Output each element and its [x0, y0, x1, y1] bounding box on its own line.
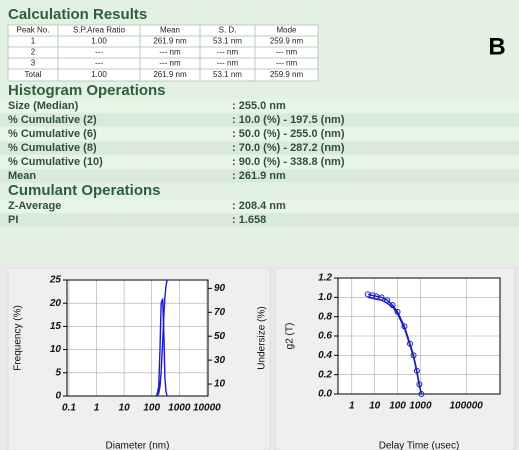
plot-area [67, 280, 208, 396]
y-tick-label: 20 [49, 298, 62, 309]
cell: 53.1 nm [213, 37, 242, 46]
x-tick-label: 100 [389, 401, 406, 412]
cell: 261.9 nm [153, 37, 187, 46]
y-tick-label: 10 [50, 344, 62, 355]
cell: 259.9 nm [270, 70, 304, 79]
x-tick-label: 100 [143, 403, 160, 414]
cell: --- nm [217, 59, 239, 68]
y-tick-label: 5 [55, 367, 61, 378]
cell: 259.9 nm [270, 37, 304, 46]
cell: --- [95, 48, 103, 57]
x-axis-label: Delay Time (usec) [379, 441, 460, 450]
item-label: % Cumulative (2) [8, 114, 97, 126]
item-value: : 255.0 nm [232, 100, 286, 112]
cell: --- nm [217, 48, 239, 57]
cell: Total [25, 70, 42, 79]
row-band [0, 127, 519, 141]
section-title: Cumulant Operations [8, 182, 161, 199]
item-value: : 261.9 nm [232, 170, 286, 182]
y2-tick-label: 10 [214, 379, 226, 390]
panel-letter: B [488, 33, 505, 60]
series-line [155, 298, 168, 396]
item-value: : 10.0 (%) - 197.5 (nm) [232, 114, 345, 126]
item-label: Size (Median) [8, 100, 79, 112]
cell: 1.00 [91, 37, 107, 46]
item-label: % Cumulative (8) [8, 142, 97, 154]
row-band [0, 199, 519, 213]
x-tick-label: 10 [119, 403, 131, 414]
y-axis-label: Frequency (%) [13, 305, 24, 371]
column-header: Peak No. [17, 26, 50, 35]
title: Calculation Results [8, 6, 147, 23]
y-tick-label: 0 [55, 391, 61, 402]
column-header: S.P.Area Ratio [73, 26, 125, 35]
y2-axis-label: Undersize (%) [257, 306, 268, 369]
x-tick-label: 0.1 [62, 403, 76, 414]
cell: 53.1 nm [213, 70, 242, 79]
item-label: Z-Average [8, 200, 61, 212]
row-band [0, 99, 519, 113]
cell: 2 [31, 48, 36, 57]
y-tick-label: 0.2 [318, 369, 332, 380]
item-value: : 50.0 (%) - 255.0 (nm) [232, 128, 345, 140]
row-band [0, 141, 519, 155]
y-tick-label: 1.0 [318, 292, 332, 303]
item-label: % Cumulative (10) [8, 156, 103, 168]
item-value: : 70.0 (%) - 287.2 (nm) [232, 142, 345, 154]
y2-tick-label: 30 [214, 355, 226, 366]
y-tick-label: 1.2 [318, 273, 332, 284]
x-tick-label: 1000 [168, 403, 191, 414]
y2-tick-label: 90 [214, 283, 226, 294]
table [7, 24, 319, 82]
row-band [0, 169, 519, 183]
x-axis-label: Diameter (nm) [106, 441, 170, 450]
cell: --- nm [159, 48, 181, 57]
y-tick-label: 25 [49, 275, 62, 286]
cell: 261.9 nm [153, 70, 187, 79]
y-tick-label: 0.8 [318, 311, 332, 322]
y-tick-label: 0.0 [318, 389, 332, 400]
cell: 3 [31, 59, 36, 68]
x-tick-label: 100000 [450, 401, 484, 412]
row-band [0, 155, 519, 169]
cell: --- nm [159, 59, 181, 68]
series-line [156, 280, 168, 396]
column-header: Mean [160, 26, 180, 35]
x-tick-label: 1000 [409, 401, 432, 412]
y-tick-label: 0.6 [318, 331, 332, 342]
item-value: : 208.4 nm [232, 200, 286, 212]
row-band [0, 113, 519, 127]
series-line [367, 296, 423, 394]
cell: 1.00 [91, 70, 107, 79]
item-label: % Cumulative (6) [8, 128, 97, 140]
y-tick-label: 0.4 [318, 350, 332, 361]
item-value: : 1.658 [232, 214, 266, 226]
section-title: Histogram Operations [8, 82, 166, 99]
y2-tick-label: 70 [214, 307, 226, 318]
x-tick-label: 1 [94, 403, 100, 414]
cell: 1 [31, 37, 36, 46]
item-label: Mean [8, 170, 36, 182]
x-tick-label: 1 [349, 401, 355, 412]
y-tick-label: 15 [50, 321, 62, 332]
plot-border [66, 279, 209, 397]
column-header: Mode [276, 26, 297, 35]
x-tick-label: 10 [369, 401, 381, 412]
cell: --- nm [276, 59, 298, 68]
y2-tick-label: 50 [214, 331, 226, 342]
x-tick-label: 10000 [193, 403, 221, 414]
column-header: S. D. [219, 26, 237, 35]
item-value: : 90.0 (%) - 338.8 (nm) [232, 156, 345, 168]
item-label: PI [8, 214, 18, 226]
y-axis-label: g2 (T) [285, 323, 296, 350]
row-band [0, 213, 519, 227]
cell: --- nm [276, 48, 298, 57]
cell: --- [95, 59, 103, 68]
